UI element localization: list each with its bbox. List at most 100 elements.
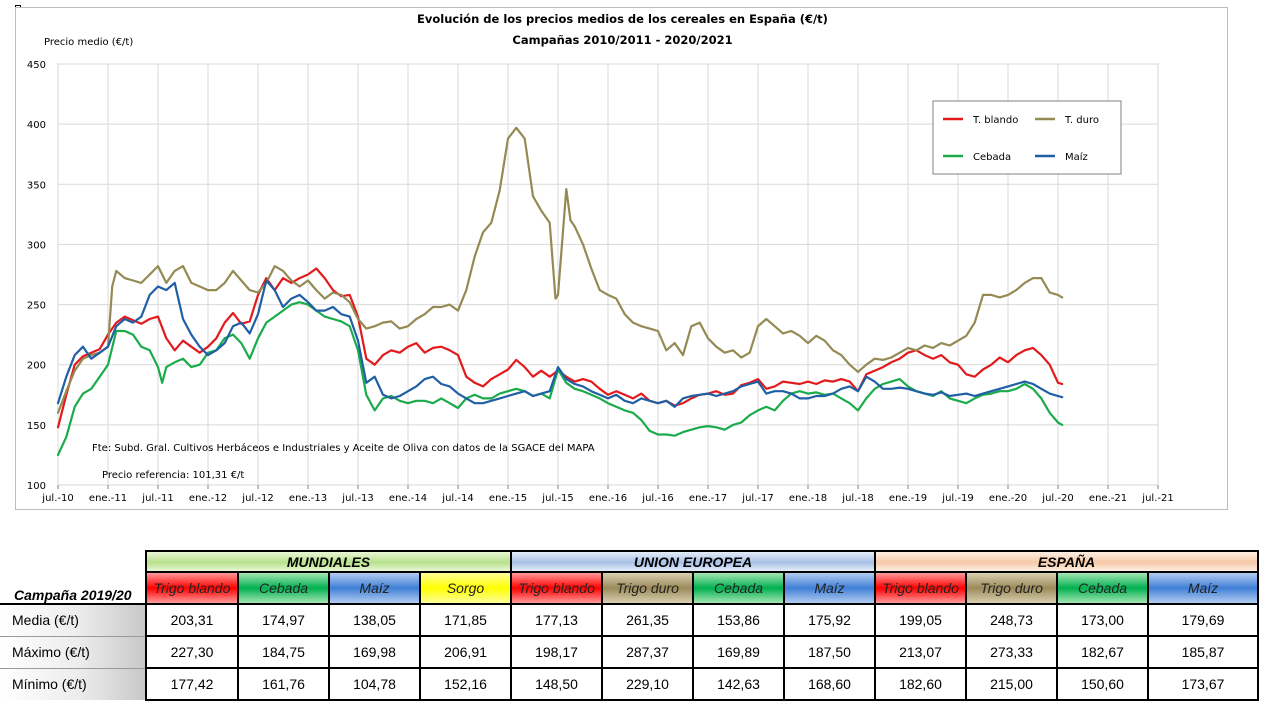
series-line-ma-z bbox=[56, 279, 1064, 408]
table-cell: 182,67 bbox=[1056, 635, 1149, 669]
table-cell: 169,98 bbox=[328, 635, 421, 669]
table-cell: 173,00 bbox=[1056, 603, 1149, 637]
x-tick-label: ene.-13 bbox=[289, 493, 327, 504]
table-cell: 203,31 bbox=[145, 603, 239, 637]
legend-label: T. blando bbox=[972, 115, 1018, 126]
legend-label: T. duro bbox=[1064, 115, 1099, 126]
x-tick-label: jul.-11 bbox=[141, 493, 173, 504]
x-tick-label: ene.-17 bbox=[689, 493, 727, 504]
y-tick-label: 450 bbox=[27, 60, 46, 71]
table-cell: 198,17 bbox=[510, 635, 603, 669]
chart-title: Evolución de los precios medios de los c… bbox=[417, 12, 828, 26]
source-note: Fte: Subd. Gral. Cultivos Herbáceos e In… bbox=[92, 443, 595, 454]
x-tick-label: jul.-17 bbox=[741, 493, 773, 504]
table-row: Mínimo (€/t) 177,42 161,76 104,78 152,16… bbox=[0, 667, 1259, 701]
table-cell: 213,07 bbox=[874, 635, 967, 669]
table-cell: 173,67 bbox=[1147, 667, 1259, 701]
table-cell: 182,60 bbox=[874, 667, 967, 701]
table-cell: 153,86 bbox=[692, 603, 785, 637]
table-cell: 142,63 bbox=[692, 667, 785, 701]
x-tick-label: jul.-10 bbox=[41, 493, 73, 504]
table-cell: 152,16 bbox=[419, 667, 512, 701]
x-tick-label: jul.-15 bbox=[541, 493, 573, 504]
x-tick-label: jul.-21 bbox=[1141, 493, 1173, 504]
x-tick-label: ene.-14 bbox=[389, 493, 427, 504]
col-header: Cebada bbox=[237, 572, 330, 605]
row-label: Media (€/t) bbox=[0, 603, 146, 636]
col-header: Cebada bbox=[1056, 572, 1149, 605]
x-tick-label: jul.-14 bbox=[441, 493, 473, 504]
x-tick-label: ene.-15 bbox=[489, 493, 527, 504]
series-line-t-duro bbox=[56, 126, 1064, 414]
table-cell: 150,60 bbox=[1056, 667, 1149, 701]
table-cell: 273,33 bbox=[965, 635, 1058, 669]
table-cell: 104,78 bbox=[328, 667, 421, 701]
table-cell: 179,69 bbox=[1147, 603, 1259, 637]
row-label: Máximo (€/t) bbox=[0, 635, 146, 668]
table-cell: 148,50 bbox=[510, 667, 603, 701]
table-cell: 206,91 bbox=[419, 635, 512, 669]
legend-label: Maíz bbox=[1065, 151, 1088, 163]
x-tick-label: jul.-20 bbox=[1041, 493, 1073, 504]
x-tick-label: ene.-12 bbox=[189, 493, 227, 504]
y-tick-label: 150 bbox=[27, 421, 46, 432]
col-header: Maíz bbox=[1147, 572, 1259, 605]
price-summary-table: MUNDIALES UNION EUROPEA ESPAÑA Campaña 2… bbox=[0, 550, 1259, 701]
table-row: Máximo (€/t) 227,30 184,75 169,98 206,91… bbox=[0, 635, 1259, 669]
x-tick-label: jul.-18 bbox=[841, 493, 873, 504]
table-cell: 215,00 bbox=[965, 667, 1058, 701]
table-row: Media (€/t) 203,31 174,97 138,05 171,85 … bbox=[0, 603, 1259, 637]
table-cell: 168,60 bbox=[783, 667, 876, 701]
col-header: Sorgo bbox=[419, 572, 512, 605]
table-cell: 261,35 bbox=[601, 603, 694, 637]
table-cell: 187,50 bbox=[783, 635, 876, 669]
col-header: Trigo blando bbox=[874, 572, 967, 605]
x-tick-label: jul.-13 bbox=[341, 493, 373, 504]
x-tick-label: ene.-16 bbox=[589, 493, 627, 504]
table-cell: 184,75 bbox=[237, 635, 330, 669]
group-header-mundiales: MUNDIALES bbox=[145, 550, 512, 573]
table-cell: 174,97 bbox=[237, 603, 330, 637]
row-label: Mínimo (€/t) bbox=[0, 667, 146, 700]
table-cell: 199,05 bbox=[874, 603, 967, 637]
table-cell: 161,76 bbox=[237, 667, 330, 701]
table-cell: 287,37 bbox=[601, 635, 694, 669]
y-tick-label: 250 bbox=[27, 301, 46, 312]
chart-subtitle: Campañas 2010/2011 - 2020/2021 bbox=[512, 33, 733, 47]
table-cell: 177,13 bbox=[510, 603, 603, 637]
x-tick-label: ene.-21 bbox=[1089, 493, 1127, 504]
table-cell: 229,10 bbox=[601, 667, 694, 701]
y-tick-label: 100 bbox=[27, 481, 46, 492]
y-tick-label: 350 bbox=[27, 180, 46, 191]
y-tick-label: 200 bbox=[27, 361, 46, 372]
table-corner bbox=[0, 551, 146, 572]
table-cell: 138,05 bbox=[328, 603, 421, 637]
table-cell: 169,89 bbox=[692, 635, 785, 669]
table-cell: 171,85 bbox=[419, 603, 512, 637]
col-header: Cebada bbox=[692, 572, 785, 605]
col-header: Trigo blando bbox=[145, 572, 239, 605]
table-cell: 248,73 bbox=[965, 603, 1058, 637]
line-chart: 100 150 200 250 300 350 400 450 jul.-10 ene.-11 ju… bbox=[27, 60, 1174, 504]
legend-label: Cebada bbox=[973, 152, 1011, 163]
x-tick-label: ene.-18 bbox=[789, 493, 827, 504]
y-axis-label: Precio medio (€/t) bbox=[44, 37, 134, 48]
x-tick-label: jul.-12 bbox=[241, 493, 273, 504]
legend bbox=[932, 100, 1122, 175]
x-tick-label: ene.-11 bbox=[89, 493, 127, 504]
reference-price-note: Precio referencia: 101,31 €/t bbox=[102, 470, 245, 481]
x-tick-label: jul.-16 bbox=[641, 493, 673, 504]
table-cell: 185,87 bbox=[1147, 635, 1259, 669]
col-header: Maíz bbox=[783, 572, 876, 605]
table-cell: 177,42 bbox=[145, 667, 239, 701]
y-tick-label: 300 bbox=[27, 240, 46, 251]
x-tick-label: jul.-19 bbox=[941, 493, 973, 504]
table-cell: 227,30 bbox=[145, 635, 239, 669]
col-header: Trigo duro bbox=[965, 572, 1058, 605]
y-tick-label: 400 bbox=[27, 120, 46, 131]
x-tick-label: ene.-19 bbox=[889, 493, 927, 504]
x-tick-label: ene.-20 bbox=[989, 493, 1027, 504]
chart-frame: Evolución de los precios medios de los c… bbox=[15, 7, 1228, 510]
col-header: Maíz bbox=[328, 572, 421, 605]
table-cell: 175,92 bbox=[783, 603, 876, 637]
